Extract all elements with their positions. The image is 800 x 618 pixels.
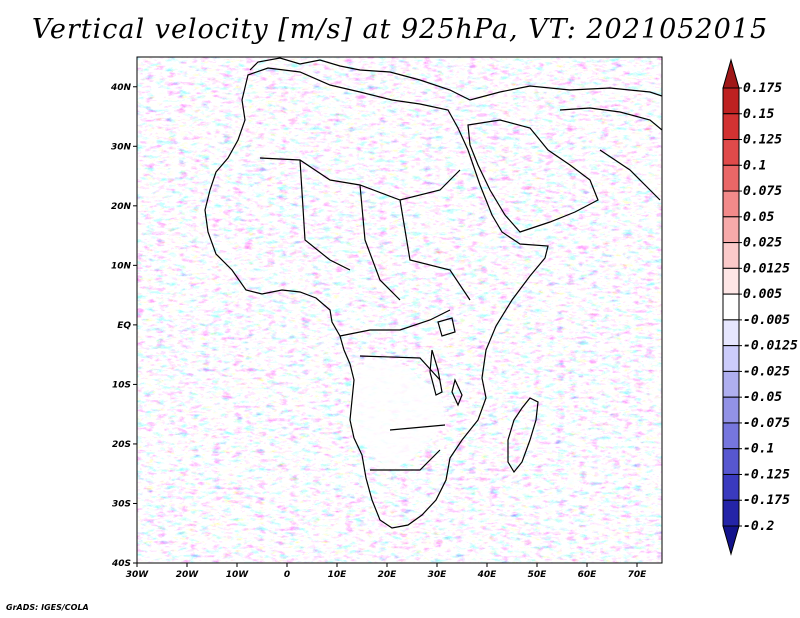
colorbar-swatch — [722, 139, 740, 166]
colorbar-swatch — [722, 267, 740, 295]
colorbar-label: 0.025 — [743, 236, 782, 251]
map-title: Vertical velocity [m/s] at 925hPa, VT: 2… — [31, 14, 769, 45]
colorbar-swatch — [722, 473, 740, 501]
map-frame — [136, 56, 663, 564]
colorbar-swatch — [722, 422, 740, 450]
colorbar-swatch — [722, 370, 740, 398]
colorbar-swatch — [722, 319, 740, 347]
colorbar-swatch — [722, 113, 740, 141]
latitude-axis: 40N 30N 20N 10N EQ 10S 20S 30S 40S — [110, 83, 137, 569]
colorbar-label: -0.2 — [743, 519, 774, 534]
colorbar-label: -0.005 — [743, 313, 790, 328]
colorbar-label: -0.175 — [743, 493, 790, 508]
colorbar-swatch — [722, 345, 740, 372]
colorbar-label: 0.175 — [743, 81, 782, 96]
lon-tick-label: 20E — [378, 570, 398, 580]
colorbar-swatch — [722, 190, 740, 218]
colorbar-swatch — [722, 499, 740, 527]
colorbar-top-arrow — [722, 58, 740, 89]
colorbar-label: 0.125 — [743, 133, 782, 148]
lon-tick-label: 10E — [328, 570, 348, 580]
lon-tick-label: 40E — [477, 570, 498, 580]
velocity-field — [137, 57, 662, 563]
colorbar-label: -0.0125 — [743, 339, 798, 354]
colorbar-label: -0.1 — [743, 442, 774, 457]
lat-tick-label: EQ — [117, 321, 131, 331]
colorbar-swatch — [722, 293, 740, 321]
lon-tick-label: 30W — [126, 570, 150, 580]
colorbar-label: -0.05 — [743, 390, 782, 405]
colorbar-label: 0.005 — [743, 287, 782, 302]
coastlines — [204, 57, 662, 529]
lat-tick-label: 40N — [110, 83, 132, 93]
lon-tick-label: 20W — [176, 570, 200, 580]
credit-footer: GrADS: IGES/COLA — [6, 603, 89, 612]
colorbar-swatch — [722, 87, 740, 115]
lon-tick-label: 0 — [284, 570, 290, 580]
colorbar-swatch — [722, 242, 740, 269]
colorbar-label: -0.125 — [743, 467, 790, 482]
lon-tick-label: 50E — [528, 570, 548, 580]
lat-tick-label: 30N — [111, 142, 132, 152]
lon-tick-label: 10W — [226, 570, 250, 580]
colorbar-label: 0.1 — [743, 158, 766, 173]
lat-tick-label: 10S — [112, 380, 131, 390]
lat-tick-label: 20S — [112, 440, 131, 450]
lon-tick-label: 60E — [578, 570, 598, 580]
lat-tick-label: 40S — [111, 559, 131, 569]
colorbar-label: 0.15 — [743, 107, 774, 122]
colorbar-swatch — [722, 216, 740, 244]
colorbar-label: 0.05 — [743, 210, 774, 225]
colorbar-label: -0.025 — [743, 364, 790, 379]
colorbar: 0.175 0.15 0.125 0.1 0.075 0.05 0.025 0.0125 0.0… — [722, 58, 798, 556]
colorbar-label: 0.0125 — [743, 261, 790, 276]
colorbar-label: -0.075 — [743, 416, 790, 431]
colorbar-swatch — [722, 164, 740, 192]
colorbar-label: 0.075 — [743, 184, 782, 199]
colorbar-swatch — [722, 396, 740, 424]
colorbar-swatch — [722, 448, 740, 475]
longitude-axis: 30W 20W 10W 0 10E 20E 30E 40E 50E 60E 70E — [126, 563, 647, 580]
lon-tick-label: 70E — [628, 570, 648, 580]
lat-tick-label: 30S — [112, 499, 131, 509]
colorbar-bottom-arrow — [722, 525, 740, 556]
lon-tick-label: 30E — [428, 570, 448, 580]
lat-tick-label: 10N — [111, 261, 132, 271]
lat-tick-label: 20N — [111, 202, 132, 212]
